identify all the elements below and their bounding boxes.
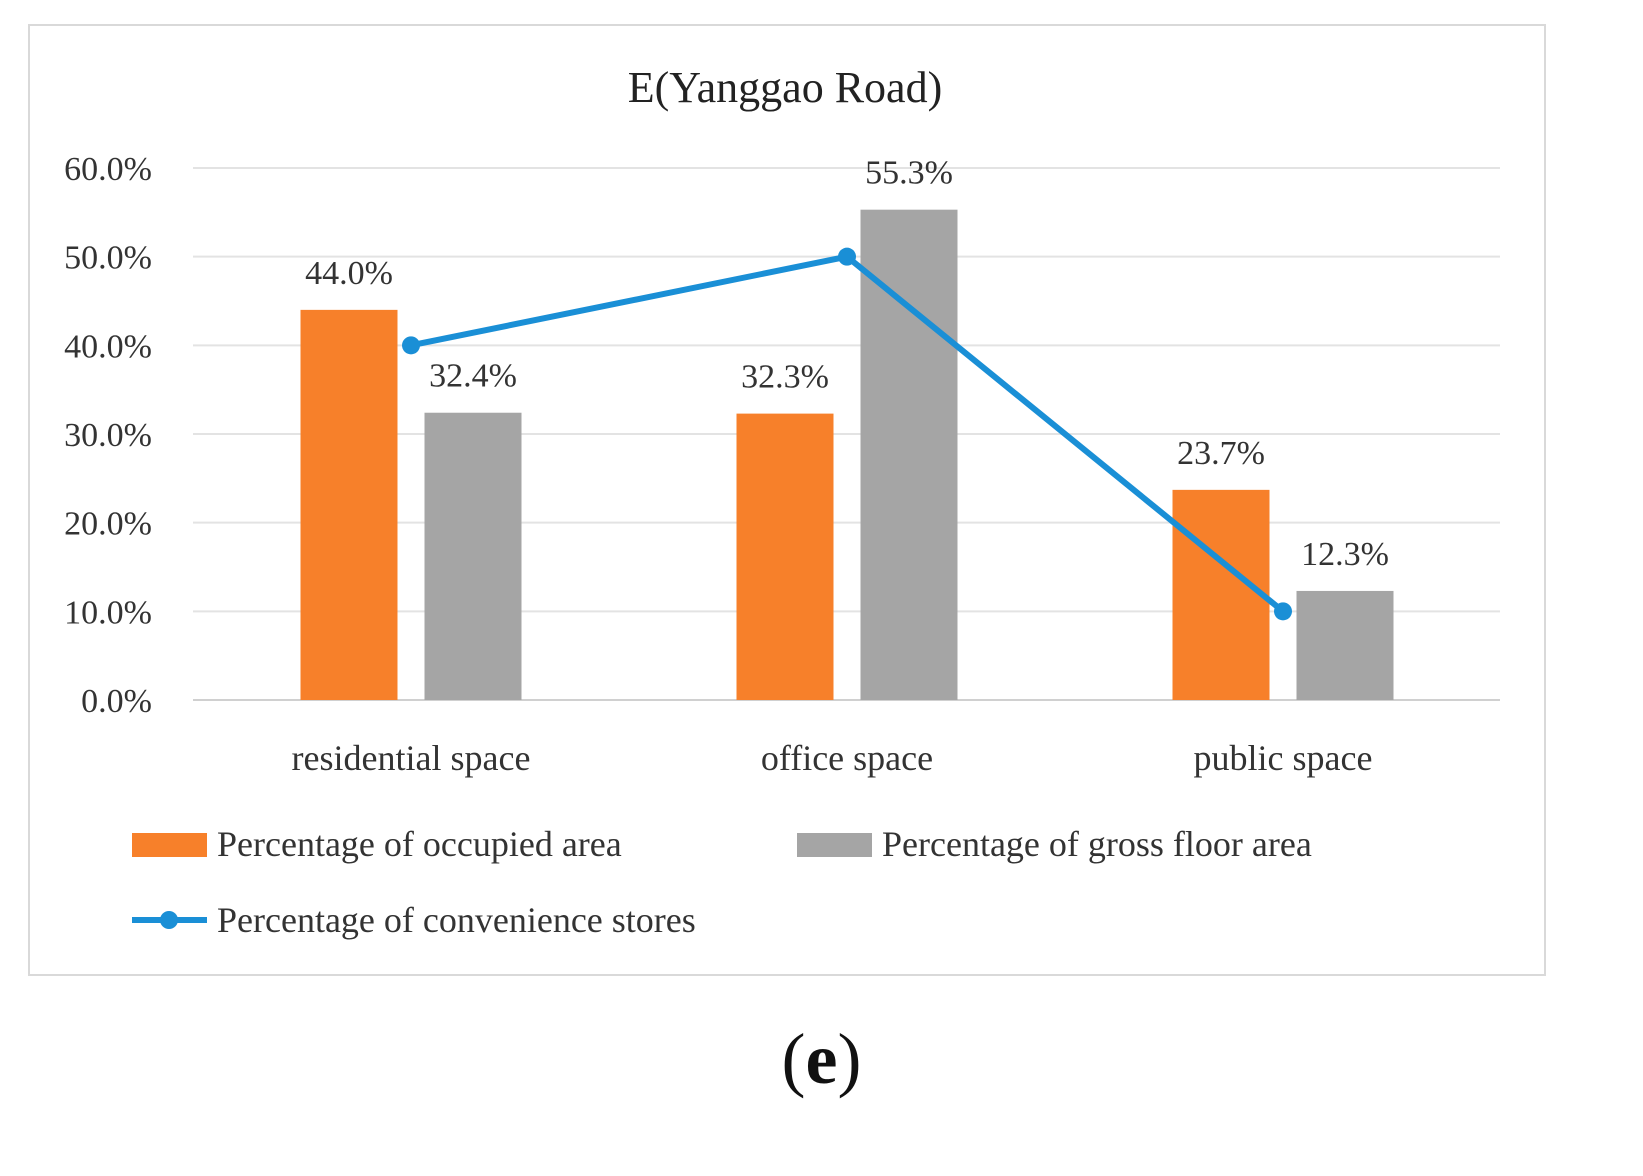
figure-caption: (e)	[0, 1018, 1643, 1101]
y-tick-label: 30.0%	[64, 417, 152, 454]
data-labels: 44.0% 32.3% 23.7% 32.4% 55.3% 12.3%	[305, 155, 1389, 573]
legend-label-gross-floor: Percentage of gross floor area	[882, 824, 1312, 864]
bar-occupied-area	[300, 309, 398, 700]
caption-letter: e	[805, 1019, 838, 1099]
y-tick-label: 50.0%	[64, 240, 152, 277]
bar-data-label: 32.4%	[429, 358, 517, 395]
caption-close: )	[837, 1019, 862, 1099]
legend: Percentage of occupied area Percentage of…	[132, 824, 1312, 940]
y-axis-ticks: 0.0% 10.0% 20.0% 30.0% 40.0% 50.0% 60.0%	[64, 151, 152, 720]
convenience-stores-point	[402, 336, 420, 355]
convenience-line	[402, 247, 1292, 621]
convenience-stores-point	[1274, 602, 1292, 621]
bar-data-label: 32.3%	[741, 359, 829, 396]
x-category-label: residential space	[292, 738, 531, 778]
y-tick-label: 10.0%	[64, 594, 152, 631]
bar-occupied-area	[1172, 489, 1270, 700]
chart: E(Yanggao Road) 0.0% 10.0% 20.0% 30.0% 40.0%…	[64, 63, 1500, 940]
chart-title: E(Yanggao Road)	[628, 63, 943, 112]
x-category-label: public space	[1194, 738, 1373, 778]
bar-data-label: 55.3%	[865, 155, 953, 192]
legend-swatch-occupied	[132, 833, 207, 857]
bar-data-label: 23.7%	[1177, 435, 1265, 472]
bar-occupied-area	[736, 413, 834, 700]
legend-label-occupied: Percentage of occupied area	[217, 824, 622, 864]
bar-gross-floor-area	[860, 209, 958, 700]
bar-gross-floor-area	[424, 412, 522, 700]
bars	[300, 209, 1394, 700]
bar-gross-floor-area	[1296, 590, 1394, 700]
legend-swatch-gross-floor	[797, 833, 872, 857]
y-tick-label: 60.0%	[64, 151, 152, 188]
legend-swatch-convenience-point	[160, 911, 178, 929]
caption-open: (	[781, 1019, 806, 1099]
bar-data-label: 44.0%	[305, 255, 393, 292]
convenience-stores-point	[838, 247, 856, 266]
y-tick-label: 40.0%	[64, 328, 152, 365]
legend-label-convenience: Percentage of convenience stores	[217, 900, 696, 940]
x-axis-categories: residential space office space public spac…	[292, 738, 1373, 778]
y-tick-label: 0.0%	[81, 683, 152, 720]
y-tick-label: 20.0%	[64, 506, 152, 543]
bar-data-label: 12.3%	[1301, 536, 1389, 573]
x-category-label: office space	[761, 738, 933, 778]
